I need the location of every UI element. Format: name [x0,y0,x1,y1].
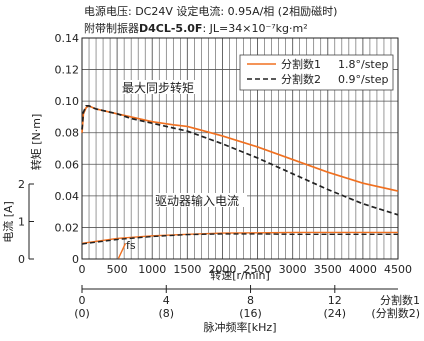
legend-label-div1: 分割数1 [281,57,321,71]
pulse-tick-label-div1: 12 [328,294,342,307]
legend-step-div1: 1.8°/step [338,58,389,71]
chart-title-line-2: 附带制振器D4CL-5.0F: JL=34×10⁻⁷kg·m² [84,20,308,36]
torque-tick-label: 0.14 [55,32,80,45]
series-line-torque-0 [81,104,399,192]
pulse-tick-label-div1: 0 [79,294,86,307]
torque-tick-label: 0.10 [55,95,80,108]
title-inertia: : JL=34×10⁻⁷kg·m² [202,22,308,35]
legend-label-div2: 分割数2 [281,72,321,86]
speed-tick-label: 1500 [173,263,201,276]
title-model: D4CL-5.0F [139,22,203,35]
torque-tick-labels: 0 0.02 0.04 0.06 0.08 0.10 0.12 0.14 [55,32,80,266]
series-line-current-2 [81,231,398,244]
pulse-axis-right-label-2: (分割数2) [371,306,420,320]
x-axis-label-speed: 转速[r/min] [210,268,270,282]
series-line-torque-1 [81,105,399,216]
speed-tick-label: 0 [79,263,86,276]
annotation-max-torque-bg [120,80,198,94]
current-tick-label: 0 [18,253,25,266]
legend-step-div2: 0.9°/step [338,73,389,86]
pulse-tick-labels: 0(0) 4(8) 8(16) 12(24) [74,285,346,320]
annotation-fs: fs [126,239,136,252]
series-line-current-4 [117,243,127,259]
speed-tick-label: 2500 [244,263,272,276]
speed-tick-label: 3000 [279,263,307,276]
torque-tick-label: 0.04 [55,190,80,203]
annotation-max-torque: 最大同步转矩 [122,80,194,95]
speed-tick-label: 1000 [138,263,166,276]
torque-tick-label: 0.06 [55,158,80,171]
chart-title-line-1: 电源电压: DC24V 设定电流: 0.95A/相 (2相励磁时) [84,5,338,18]
pulse-tick-label-div2: (8) [158,307,174,320]
speed-tick-labels: 0 500 1000 1500 2000 2500 3000 3500 4000 4500 [79,263,413,276]
annotation-driver-current: 驱动器输入电流 [155,193,239,208]
pulse-tick-label-div2: (0) [74,307,90,320]
torque-tick-label: 0 [72,253,79,266]
pulse-tick-label-div2: (16) [239,307,262,320]
y-axis-label-current: 电流 [A] [1,201,15,243]
current-tick-label: 2 [18,178,25,191]
series-lines [81,104,399,259]
speed-tick-label: 4000 [349,263,377,276]
torque-tick-label: 0.12 [55,64,80,77]
pulse-axis-right-label-1: 分割数1 [380,293,420,307]
speed-tick-label: 3500 [314,263,342,276]
speed-tick-label: 2000 [208,263,236,276]
y-axis-label-torque: 转矩 [N·m] [29,114,43,171]
title-damper-label: 附带制振器 [84,22,139,35]
pulse-tick-label-div1: 4 [163,294,170,307]
plot-frame [81,37,399,260]
speed-tick-label: 500 [107,263,128,276]
pulse-tick-label-div2: (24) [324,307,347,320]
pulse-axis-label: 脉冲频率[kHz] [204,320,277,334]
speed-tick-label: 4500 [384,263,412,276]
torque-tick-label: 0.08 [55,127,80,140]
annotation-driver-current-bg [153,193,247,207]
pulse-tick-label-div1: 8 [247,294,254,307]
current-tick-label: 1 [18,216,25,229]
current-tick-labels: 0 1 2 [18,178,34,266]
torque-tick-label: 0.02 [55,221,80,234]
legend-box [239,54,394,91]
